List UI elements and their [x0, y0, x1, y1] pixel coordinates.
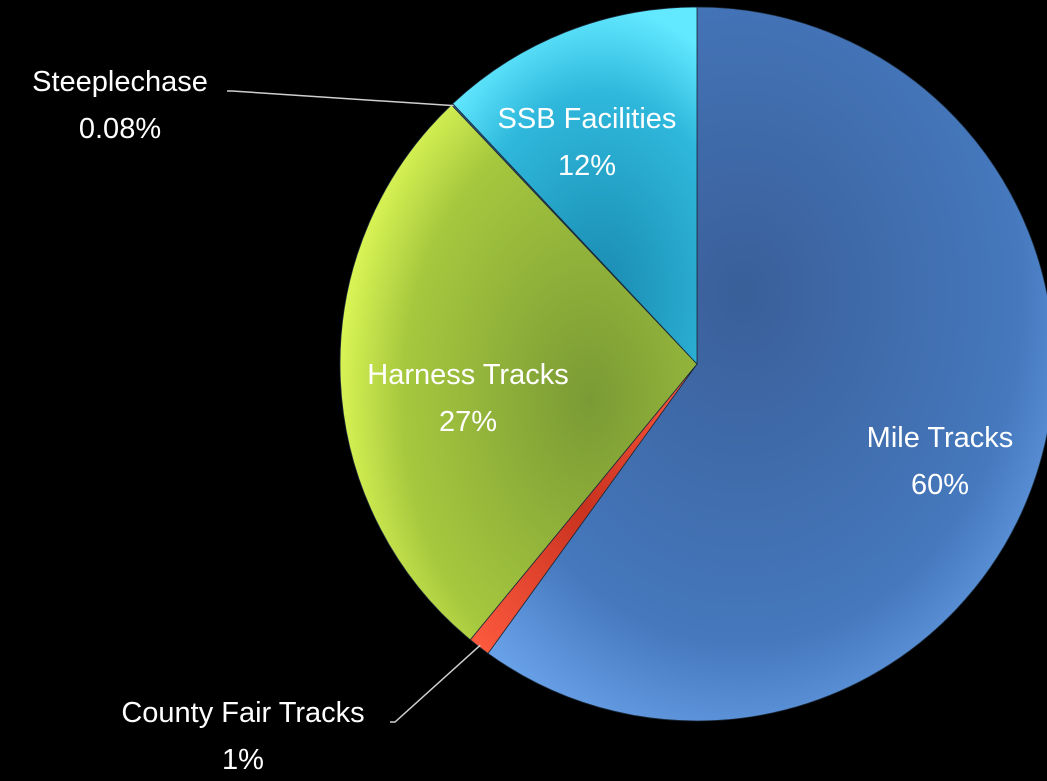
label-mile-tracks: Mile Tracks	[867, 422, 1014, 454]
slice-ssb-facilities	[452, 6, 698, 366]
value-label-county-fair-tracks: 1%	[222, 744, 264, 776]
leader-line-steeplechase	[227, 90, 454, 107]
value-label-ssb-facilities: 12%	[558, 150, 616, 182]
slice-mile-tracks	[487, 6, 1047, 722]
leader-line-county-fair-tracks	[390, 644, 481, 723]
value-label-mile-tracks: 60%	[911, 469, 969, 501]
label-steeplechase: Steeplechase	[32, 66, 208, 98]
value-label-harness-tracks: 27%	[439, 406, 497, 438]
label-ssb-facilities: SSB Facilities	[498, 103, 677, 135]
label-harness-tracks: Harness Tracks	[367, 359, 568, 391]
slice-harness-tracks	[339, 104, 698, 641]
label-county-fair-tracks: County Fair Tracks	[121, 697, 364, 729]
value-label-steeplechase: 0.08%	[79, 113, 161, 145]
